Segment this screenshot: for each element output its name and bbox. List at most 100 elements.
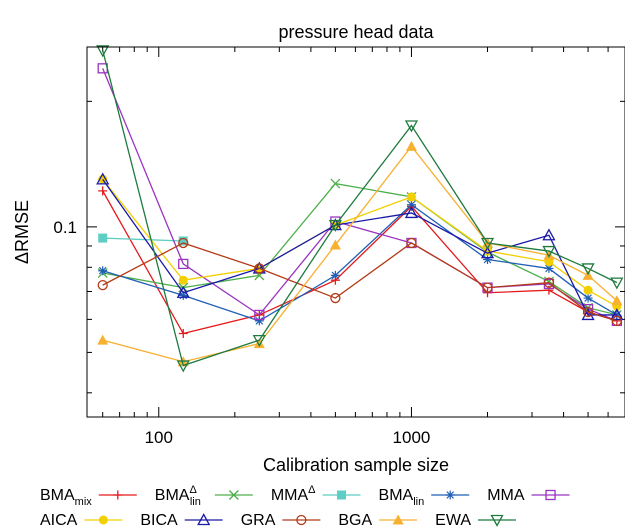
series-8 — [97, 237, 623, 327]
series-line — [102, 50, 618, 367]
data-point — [445, 490, 455, 500]
data-point — [542, 228, 556, 241]
data-point — [483, 246, 493, 256]
legend-label: EWA — [435, 512, 471, 529]
data-point — [330, 178, 341, 189]
legend-label: GRA — [241, 512, 276, 529]
data-point — [404, 120, 419, 133]
series-line — [102, 242, 618, 322]
y-tick-label: 0.1 — [53, 218, 77, 237]
axis-ticks: 100 1000 0.1 — [53, 47, 625, 447]
legend-item: MMA — [487, 487, 570, 504]
data-point — [610, 308, 624, 321]
data-point — [178, 236, 188, 246]
data-point — [581, 308, 595, 321]
data-point — [178, 237, 189, 249]
series-3 — [98, 233, 188, 246]
legend-item: AICA — [40, 512, 123, 529]
legend-label: BICA — [140, 512, 178, 529]
data-point — [98, 515, 108, 525]
y-axis-label: ΔRMSE — [12, 200, 32, 264]
data-point — [581, 263, 595, 276]
data-point — [329, 239, 341, 250]
legend-item: MMAΔ — [271, 484, 361, 504]
data-point — [113, 490, 123, 500]
legend-item: GRA — [241, 512, 321, 529]
series-4 — [98, 200, 622, 326]
data-point — [406, 192, 416, 202]
data-point — [97, 279, 108, 291]
data-point — [98, 186, 108, 196]
data-point — [228, 490, 239, 500]
x-tick-label: 1000 — [393, 428, 431, 447]
data-point — [178, 290, 188, 300]
legend-item: BGA — [338, 512, 418, 529]
data-point — [406, 200, 416, 210]
data-point — [330, 292, 341, 304]
data-point — [482, 282, 493, 293]
legend-label: AICA — [40, 512, 78, 529]
data-point — [583, 285, 593, 295]
legend-label: BMAmix — [40, 487, 92, 508]
data-point — [545, 489, 556, 501]
data-point — [483, 255, 493, 265]
legend-item: BMAΔ lin — [155, 484, 253, 508]
legend-item: BICA — [140, 512, 223, 529]
series-line — [102, 237, 184, 242]
data-point — [253, 338, 265, 349]
data-point — [406, 237, 417, 249]
data-point — [328, 219, 342, 232]
data-point — [610, 277, 624, 290]
series-1 — [98, 186, 622, 339]
data-point — [97, 334, 109, 345]
series-10 — [96, 45, 624, 373]
data-point — [583, 293, 593, 303]
data-point — [254, 316, 264, 326]
data-point — [337, 490, 347, 500]
data-point — [480, 237, 495, 250]
x-tick-label: 100 — [145, 428, 173, 447]
data-point — [176, 285, 190, 298]
legend-label: MMAΔ — [271, 484, 316, 504]
legend-item: BMAmix — [40, 487, 137, 508]
data-point — [176, 360, 190, 373]
data-point — [480, 246, 495, 259]
data-point — [178, 329, 188, 339]
data-point — [544, 263, 554, 273]
data-point — [490, 514, 504, 527]
data-point — [542, 245, 556, 258]
data-point — [178, 258, 189, 270]
chart-title: pressure head data — [278, 22, 434, 42]
data-point — [543, 249, 555, 260]
data-point — [254, 309, 265, 321]
data-point — [96, 45, 110, 58]
legend-item: BMAlin — [379, 487, 470, 508]
x-axis-label: Calibration sample size — [263, 455, 449, 475]
data-point — [611, 315, 623, 327]
data-series — [96, 45, 624, 373]
data-point — [98, 266, 108, 276]
legend: BMAmix BMAΔ lin MMAΔ BMAlin MMA AICA BICA GRA BGA… — [40, 484, 570, 529]
data-point — [197, 513, 211, 526]
series-line — [102, 203, 618, 322]
legend-label: MMA — [487, 487, 525, 504]
data-point — [254, 263, 265, 274]
data-point — [330, 270, 340, 280]
data-point — [96, 172, 110, 185]
data-point — [178, 275, 188, 285]
data-point — [543, 277, 555, 288]
data-point — [611, 295, 623, 306]
data-point — [98, 233, 108, 243]
series-line — [102, 178, 617, 316]
plot-frame — [86, 46, 625, 418]
legend-item: EWA — [435, 512, 517, 529]
data-point — [404, 206, 419, 219]
legend-label: BGA — [338, 512, 372, 529]
data-point — [252, 335, 266, 348]
data-point — [405, 140, 417, 151]
data-point — [392, 514, 404, 525]
data-point — [296, 514, 307, 526]
data-point — [582, 306, 594, 318]
legend-label: BMAΔ lin — [155, 484, 201, 508]
